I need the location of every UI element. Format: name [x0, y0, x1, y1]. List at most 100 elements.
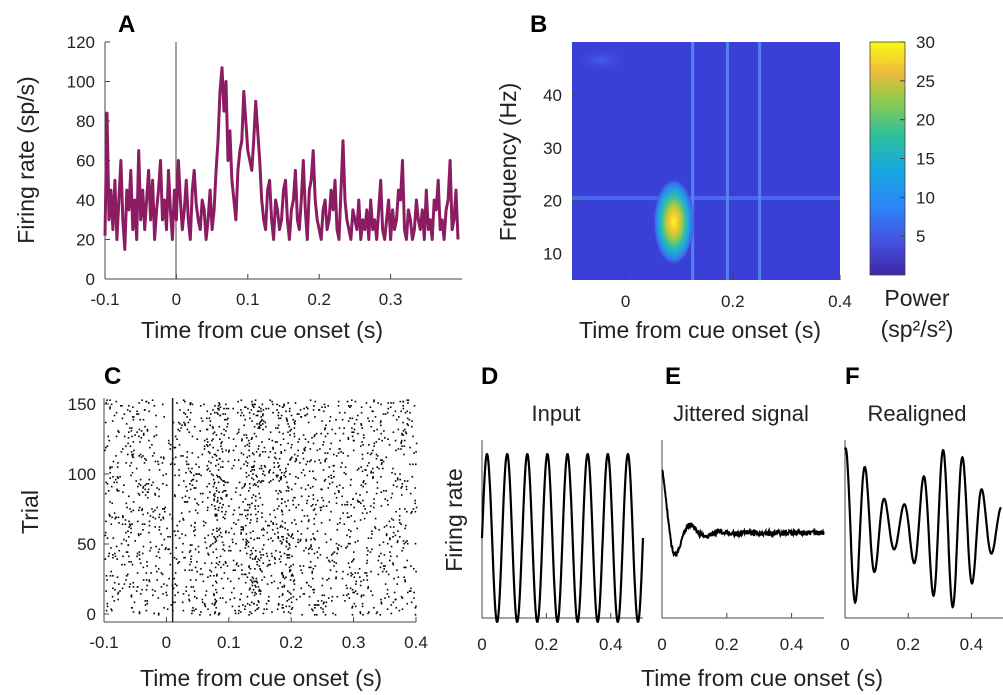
spike	[299, 462, 301, 464]
spike	[185, 485, 187, 488]
spike	[316, 449, 319, 452]
spike	[287, 533, 289, 535]
spike	[313, 517, 315, 520]
spike	[241, 569, 243, 571]
spike	[266, 583, 269, 585]
spike	[240, 399, 243, 401]
spike	[341, 495, 343, 498]
spike	[248, 483, 251, 485]
spike	[367, 549, 369, 552]
spike	[208, 417, 211, 420]
spike	[227, 407, 230, 410]
spike	[386, 411, 389, 414]
spike	[154, 517, 157, 520]
spike	[292, 580, 295, 583]
spike	[349, 406, 351, 408]
spike	[253, 469, 256, 471]
spike	[258, 537, 261, 539]
spike	[209, 545, 211, 548]
spike	[271, 400, 273, 403]
spike	[116, 466, 119, 468]
spike	[405, 488, 408, 491]
spike	[330, 587, 332, 590]
spike	[207, 554, 210, 556]
spike	[350, 572, 352, 574]
panel-a-xtick-label: 0.1	[236, 290, 260, 309]
spike	[165, 484, 168, 486]
spike	[202, 520, 205, 523]
spike	[132, 509, 135, 512]
spike	[142, 455, 144, 457]
spike	[342, 452, 344, 454]
spike	[414, 499, 416, 502]
spike	[211, 425, 214, 428]
spike	[147, 488, 150, 491]
spike	[335, 502, 338, 505]
spike	[224, 413, 227, 415]
spike	[353, 428, 356, 431]
spike	[249, 556, 252, 559]
spike	[312, 588, 314, 591]
spike	[289, 434, 291, 436]
spike	[261, 467, 263, 470]
spike	[136, 586, 139, 588]
spike	[129, 427, 131, 429]
spike	[376, 487, 379, 489]
spike	[193, 526, 196, 528]
spectrogram-weak-patch	[574, 46, 630, 74]
spike	[378, 555, 380, 558]
spike	[206, 410, 209, 413]
spike	[218, 403, 221, 406]
spike	[312, 568, 315, 570]
spike	[360, 423, 362, 425]
spike	[244, 524, 247, 527]
spike	[267, 563, 270, 566]
spike	[237, 459, 240, 461]
spike	[352, 431, 355, 433]
spike	[118, 549, 121, 552]
spike	[189, 549, 192, 552]
spike	[244, 418, 246, 421]
panel-f-xtick-label: 0	[840, 635, 849, 654]
spike	[212, 584, 214, 587]
spectrogram-vline	[725, 42, 729, 280]
spike	[261, 516, 263, 519]
spike	[320, 600, 323, 602]
spike	[218, 612, 221, 615]
spike	[300, 533, 303, 535]
spike	[380, 424, 382, 427]
spike	[183, 501, 186, 503]
spike	[380, 602, 383, 605]
spike	[161, 462, 164, 464]
spike	[316, 499, 319, 502]
spike	[238, 609, 240, 612]
panel-a-ytick-label: 120	[67, 33, 95, 52]
spike	[259, 453, 261, 456]
spike	[247, 509, 249, 512]
spike	[268, 470, 270, 473]
spike	[307, 407, 309, 410]
spike	[227, 460, 230, 463]
spike	[347, 573, 349, 576]
spike	[364, 483, 367, 485]
spike	[161, 544, 163, 546]
spike	[239, 494, 242, 496]
spike	[342, 432, 345, 435]
spike	[244, 573, 247, 576]
spike	[177, 591, 179, 594]
spike	[160, 533, 162, 535]
spike	[186, 451, 189, 453]
spike	[164, 510, 166, 513]
spike	[402, 430, 405, 432]
spike	[287, 463, 289, 466]
spike	[139, 478, 142, 481]
spike	[401, 608, 404, 610]
spike	[380, 403, 382, 406]
spike	[105, 402, 107, 404]
spike	[162, 516, 164, 519]
spike	[306, 460, 309, 463]
spike	[154, 492, 156, 495]
spike	[246, 444, 249, 446]
spike	[172, 609, 174, 612]
